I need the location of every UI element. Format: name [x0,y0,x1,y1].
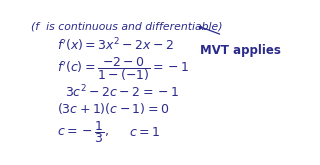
Text: $3c^2 - 2c - 2 = -1$: $3c^2 - 2c - 2 = -1$ [65,83,179,100]
Text: $(3c+1)(c-1) = 0$: $(3c+1)(c-1) = 0$ [57,101,170,116]
Text: $f'(x) = 3x^2 - 2x - 2$: $f'(x) = 3x^2 - 2x - 2$ [57,36,174,54]
Text: $f'(c) = \dfrac{-2-0}{1-(-1)} = -1$: $f'(c) = \dfrac{-2-0}{1-(-1)} = -1$ [57,55,190,83]
Text: (f  is continuous and differentiable): (f is continuous and differentiable) [31,22,222,32]
Text: MVT applies: MVT applies [200,44,281,57]
Text: $c = -\dfrac{1}{3},$: $c = -\dfrac{1}{3},$ [57,119,109,145]
Text: $c = 1$: $c = 1$ [129,126,160,139]
